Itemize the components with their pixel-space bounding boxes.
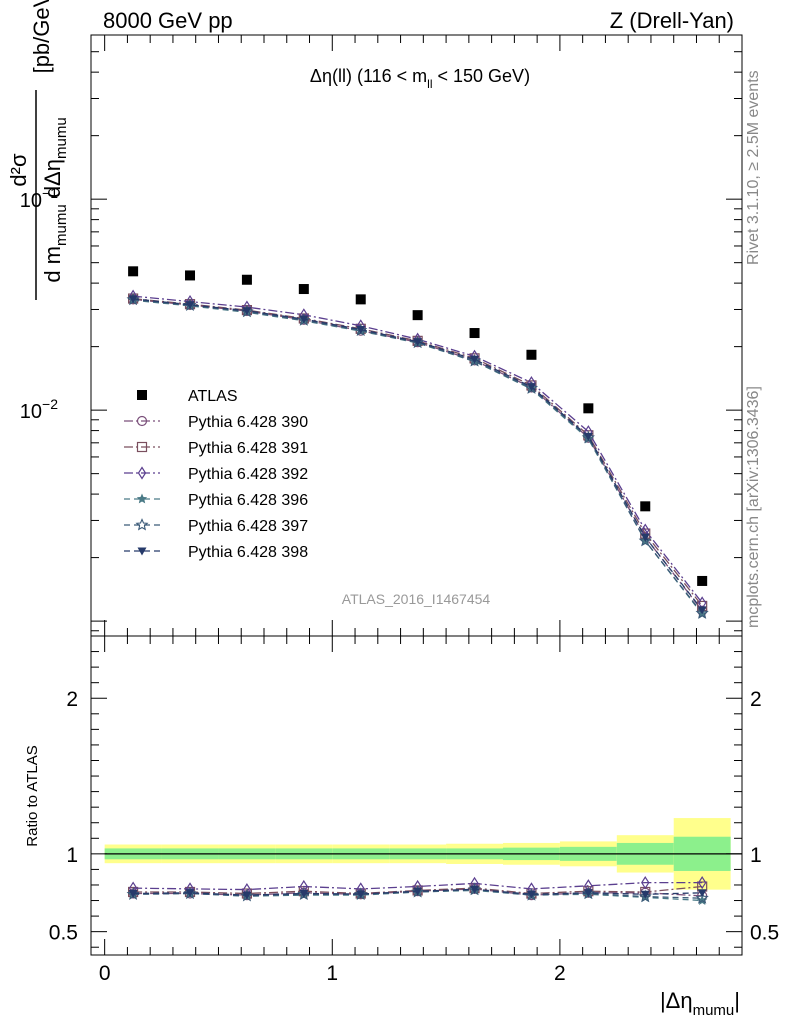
atlas-data-point xyxy=(697,575,708,586)
ylabel-units: [pb/GeV] xyxy=(29,0,54,73)
atlas-data-point xyxy=(640,501,651,512)
main-y-axis-label: d²σ d mmumu dΔηmumu [pb/GeV] xyxy=(6,0,70,300)
legend-marker xyxy=(137,390,147,400)
data-point xyxy=(640,533,650,542)
ratio-y-tick-label-right: 1 xyxy=(750,844,762,867)
ratio-y-axis-label: Ratio to ATLAS xyxy=(24,745,41,846)
ratio-point xyxy=(640,890,650,899)
atlas-data-point xyxy=(355,294,366,305)
ratio-point xyxy=(638,889,652,903)
legend-marker xyxy=(137,466,147,480)
ratio-point xyxy=(128,890,138,899)
legend-label: Pythia 6.428 397 xyxy=(188,518,308,535)
y-tick-exponent: −1 xyxy=(42,185,58,201)
axis-labels: Δη(ll) (116 < mll < 150 GeV) ATLAS_2016_… xyxy=(24,66,530,847)
atlas-data-point xyxy=(128,266,139,277)
data-point xyxy=(638,533,652,547)
atlas-data-point xyxy=(241,274,252,285)
data-point xyxy=(185,301,195,310)
header-right: Z (Drell-Yan) xyxy=(609,8,734,33)
ratio-point xyxy=(356,890,366,899)
y-tick-base: 10 xyxy=(20,190,42,212)
legend-marker xyxy=(136,415,148,427)
data-point xyxy=(128,295,138,304)
legend-marker xyxy=(135,518,149,531)
x-tick-label: 2 xyxy=(554,962,566,985)
legend-label: Pythia 6.428 398 xyxy=(188,544,308,561)
ratio-point xyxy=(470,885,480,894)
ratio-point xyxy=(242,891,252,900)
atlas-data-point xyxy=(469,328,480,339)
ratio-point xyxy=(695,891,709,904)
x-axis-label: |Δηmumu| xyxy=(660,988,740,1019)
ratio-panel: 0.5 0.5 1 1 2 2 0 1 2 |Δηmumu| xyxy=(49,635,779,1019)
header-left: 8000 GeV pp xyxy=(103,8,233,33)
watermark: ATLAS_2016_I1467454 xyxy=(342,591,491,607)
ratio-y-tick-label: 1 xyxy=(66,844,78,867)
atlas-data-point xyxy=(185,270,196,281)
series-line-2 xyxy=(133,295,703,604)
main-title: Δη(ll) (116 < mll < 150 GeV) xyxy=(310,66,530,91)
ratio-y-tick-label-right: 2 xyxy=(750,688,762,711)
legend: ATLAS Pythia 6.428 390 Pythia 6.428 391 Pyt… xyxy=(124,388,308,561)
data-point xyxy=(413,338,423,347)
series-line-3 xyxy=(133,299,703,615)
ratio-y-tick-label-right: 0.5 xyxy=(750,922,779,945)
ratio-point xyxy=(583,889,593,898)
atlas-data-point xyxy=(298,284,309,295)
y-tick-exponent: −2 xyxy=(42,396,58,412)
y-tick-label: 10−2 xyxy=(20,396,58,423)
legend-label: Pythia 6.428 390 xyxy=(188,414,308,431)
ylabel-numerator: d²σ xyxy=(6,153,31,187)
ratio-point xyxy=(526,890,536,899)
data-point xyxy=(697,606,707,615)
data-point xyxy=(242,307,252,316)
series-line-4 xyxy=(133,298,703,614)
y-tick-base: 10 xyxy=(20,401,42,423)
data-point xyxy=(583,432,593,441)
legend-marker xyxy=(136,441,148,453)
ratio-frame xyxy=(90,635,743,956)
ratio-point xyxy=(413,887,423,896)
ratio-y-tick-label: 0.5 xyxy=(49,922,78,945)
data-point xyxy=(299,315,309,324)
x-tick-label: 1 xyxy=(326,962,338,985)
ylabel-denominator: d mmumu dΔηmumu xyxy=(40,117,70,282)
ratio-point xyxy=(697,889,707,898)
legend-label: Pythia 6.428 391 xyxy=(188,440,308,457)
atlas-data-point xyxy=(526,349,537,360)
ratio-y-tick-label: 2 xyxy=(66,688,78,711)
legend-label: ATLAS xyxy=(188,388,238,405)
data-point xyxy=(356,326,366,335)
ratio-point xyxy=(185,889,195,898)
series-line-5 xyxy=(133,298,703,611)
ratio-point xyxy=(641,876,650,890)
ratio-point xyxy=(697,876,707,890)
legend-marker xyxy=(136,493,148,504)
data-point xyxy=(470,355,480,364)
legend-marker xyxy=(137,547,147,556)
legend-label: Pythia 6.428 396 xyxy=(188,492,308,509)
ratio-point xyxy=(299,890,309,899)
atlas-data-point xyxy=(412,310,423,321)
data-point xyxy=(526,383,536,392)
data-point xyxy=(695,606,709,619)
legend-label: Pythia 6.428 392 xyxy=(188,466,308,483)
x-tick-label: 0 xyxy=(99,962,111,985)
atlas-data-point xyxy=(583,403,594,414)
